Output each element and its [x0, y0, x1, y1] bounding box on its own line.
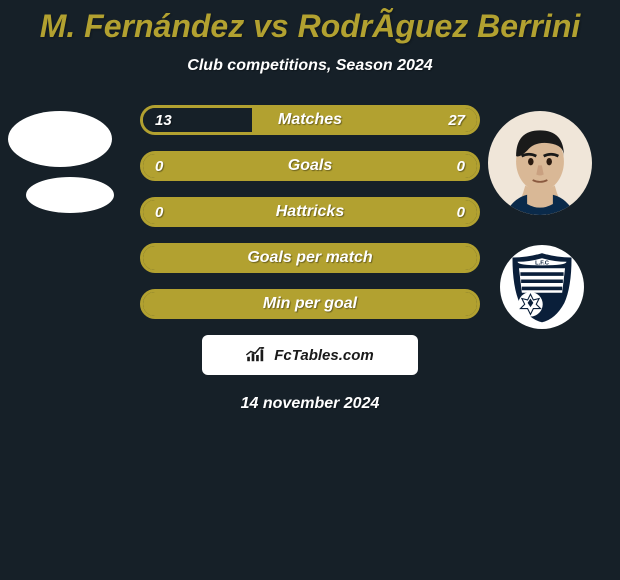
stat-row: Goals per match	[140, 243, 480, 273]
stat-value-left: 0	[155, 200, 163, 224]
stat-row: Min per goal	[140, 289, 480, 319]
stat-label: Matches	[143, 108, 477, 132]
bar-chart-icon	[246, 347, 268, 363]
stat-label: Goals per match	[143, 246, 477, 270]
svg-text:L.F.C: L.F.C	[535, 261, 549, 267]
watermark-text: FcTables.com	[274, 347, 373, 364]
watermark[interactable]: FcTables.com	[202, 335, 418, 375]
club-crest-icon: L.F.C	[506, 251, 578, 323]
stat-value-right: 0	[457, 154, 465, 178]
player-left-club-badge	[26, 177, 114, 213]
stat-bars: Matches1327Goals00Hattricks00Goals per m…	[140, 105, 480, 319]
stat-value-left: 13	[155, 108, 172, 132]
stat-value-right: 27	[448, 108, 465, 132]
stat-label: Min per goal	[143, 292, 477, 316]
stat-label: Hattricks	[143, 200, 477, 224]
stat-value-right: 0	[457, 200, 465, 224]
subtitle: Club competitions, Season 2024	[0, 57, 620, 75]
player-right-avatar	[488, 111, 592, 215]
stat-row: Matches13 27	[140, 105, 480, 135]
stat-row: Goals0 0	[140, 151, 480, 181]
stat-row: Hattricks0 0	[140, 197, 480, 227]
face-icon	[494, 123, 586, 215]
comparison-card: M. Fernández vs RodrÃ­guez Berrini Club …	[0, 0, 620, 580]
date: 14 november 2024	[0, 395, 620, 413]
content: L.F.C Matches1327Goals00Hattricks00Goals…	[0, 105, 620, 413]
title: M. Fernández vs RodrÃ­guez Berrini	[0, 0, 620, 45]
stat-value-left: 0	[155, 154, 163, 178]
stat-label: Goals	[143, 154, 477, 178]
player-right-club-badge: L.F.C	[500, 245, 584, 329]
player-left-avatar	[8, 111, 112, 167]
